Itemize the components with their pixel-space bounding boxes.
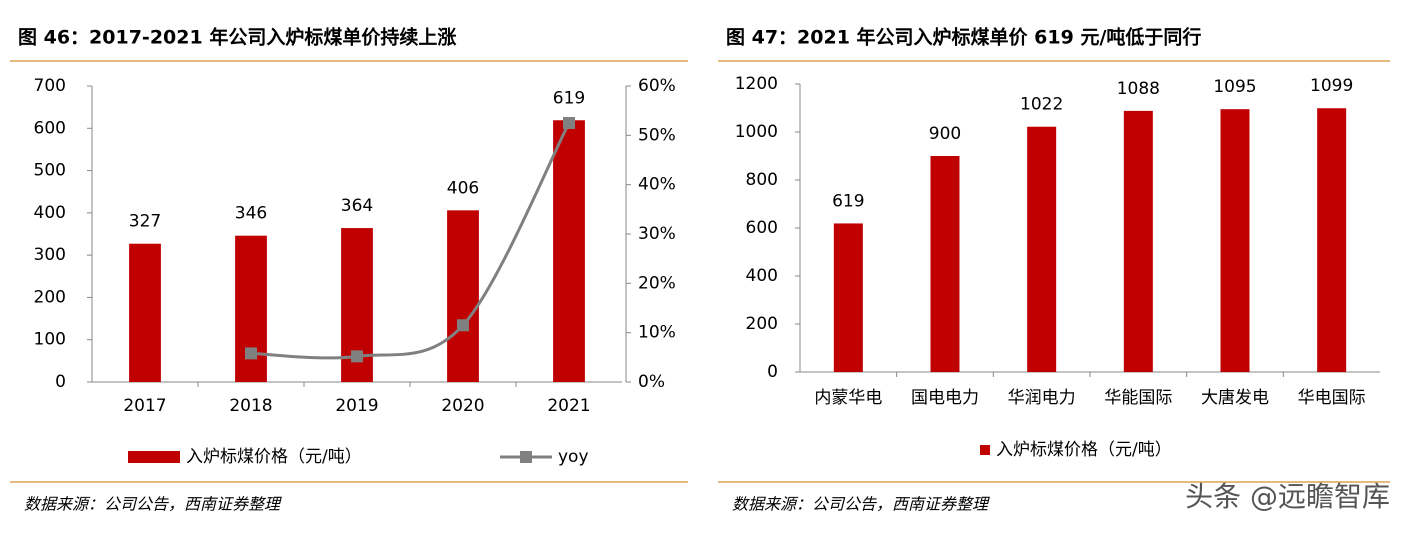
data-label: 1022 bbox=[1020, 95, 1063, 115]
data-label: 900 bbox=[929, 124, 961, 144]
data-label: 1095 bbox=[1213, 77, 1256, 97]
marker bbox=[245, 347, 257, 360]
y-tick-label: 0 bbox=[767, 362, 778, 382]
legend-swatch bbox=[520, 451, 532, 463]
bar bbox=[235, 235, 267, 382]
bar bbox=[930, 156, 960, 372]
y-tick-label: 800 bbox=[746, 170, 778, 190]
y2-tick-label: 10% bbox=[638, 323, 676, 343]
y2-tick-label: 30% bbox=[638, 224, 676, 244]
y-tick-label: 600 bbox=[746, 218, 778, 238]
chart-title: 图 47：2021 年公司入炉标煤单价 619 元/吨低于同行 bbox=[726, 26, 1201, 49]
x-tick-label: 华电国际 bbox=[1298, 388, 1366, 408]
y2-tick-label: 0% bbox=[638, 372, 665, 392]
x-tick-label: 2018 bbox=[229, 396, 272, 416]
source: 数据来源：公司公告，西南证券整理 bbox=[24, 495, 282, 514]
y-tick-label: 300 bbox=[34, 245, 66, 265]
y-tick-label: 400 bbox=[746, 266, 778, 286]
bar bbox=[833, 223, 863, 372]
y-tick-label: 700 bbox=[34, 76, 66, 96]
y2-tick-label: 50% bbox=[638, 125, 676, 145]
x-tick-label: 华能国际 bbox=[1104, 388, 1172, 408]
legend-swatch bbox=[128, 451, 180, 463]
bar bbox=[1027, 126, 1057, 372]
source: 数据来源：公司公告，西南证券整理 bbox=[732, 495, 990, 514]
line bbox=[250, 122, 571, 360]
bar bbox=[1123, 110, 1153, 372]
y-tick-label: 1200 bbox=[735, 74, 778, 94]
x-tick-label: 大唐发电 bbox=[1201, 387, 1269, 408]
y-tick-label: 600 bbox=[34, 118, 66, 138]
legend-swatch bbox=[980, 445, 990, 455]
bar bbox=[1220, 109, 1250, 372]
bar bbox=[447, 210, 479, 382]
legend-label: 入炉标煤价格（元/吨） bbox=[186, 447, 362, 467]
data-label: 1088 bbox=[1117, 79, 1160, 99]
data-label: 406 bbox=[447, 178, 479, 198]
y2-tick-label: 40% bbox=[638, 175, 676, 195]
x-tick-label: 2020 bbox=[441, 396, 484, 416]
data-label: 619 bbox=[553, 88, 585, 108]
y-tick-label: 1000 bbox=[735, 122, 778, 142]
watermark: 头条 @远瞻智库 bbox=[1185, 480, 1390, 513]
y-tick-label: 0 bbox=[55, 372, 66, 392]
marker bbox=[457, 319, 469, 332]
data-label: 346 bbox=[235, 204, 267, 224]
marker bbox=[563, 117, 575, 129]
data-label: 327 bbox=[129, 212, 161, 232]
x-tick-label: 内蒙华电 bbox=[814, 388, 882, 408]
bar bbox=[1317, 108, 1347, 373]
y-tick-label: 100 bbox=[34, 330, 66, 350]
y-tick-label: 400 bbox=[34, 203, 66, 223]
x-tick-label: 2017 bbox=[123, 396, 166, 416]
y-tick-label: 200 bbox=[34, 287, 66, 307]
legend-label: yoy bbox=[558, 447, 589, 467]
legend-label: 入炉标煤价格（元/吨） bbox=[996, 440, 1172, 460]
x-tick-label: 2021 bbox=[547, 396, 590, 416]
data-label: 619 bbox=[832, 191, 864, 211]
data-label: 364 bbox=[341, 196, 373, 216]
y-tick-label: 500 bbox=[34, 161, 66, 181]
data-label: 1099 bbox=[1310, 76, 1353, 96]
y2-tick-label: 60% bbox=[638, 76, 676, 96]
x-tick-label: 2019 bbox=[335, 396, 378, 416]
bar bbox=[553, 120, 585, 382]
marker bbox=[351, 350, 363, 363]
x-tick-label: 华润电力 bbox=[1008, 388, 1076, 408]
bar bbox=[129, 243, 161, 382]
x-tick-label: 国电电力 bbox=[911, 388, 979, 408]
chart-title: 图 46：2017-2021 年公司入炉标煤单价持续上涨 bbox=[18, 26, 456, 49]
y2-tick-label: 20% bbox=[638, 273, 676, 293]
y-tick-label: 200 bbox=[746, 314, 778, 334]
